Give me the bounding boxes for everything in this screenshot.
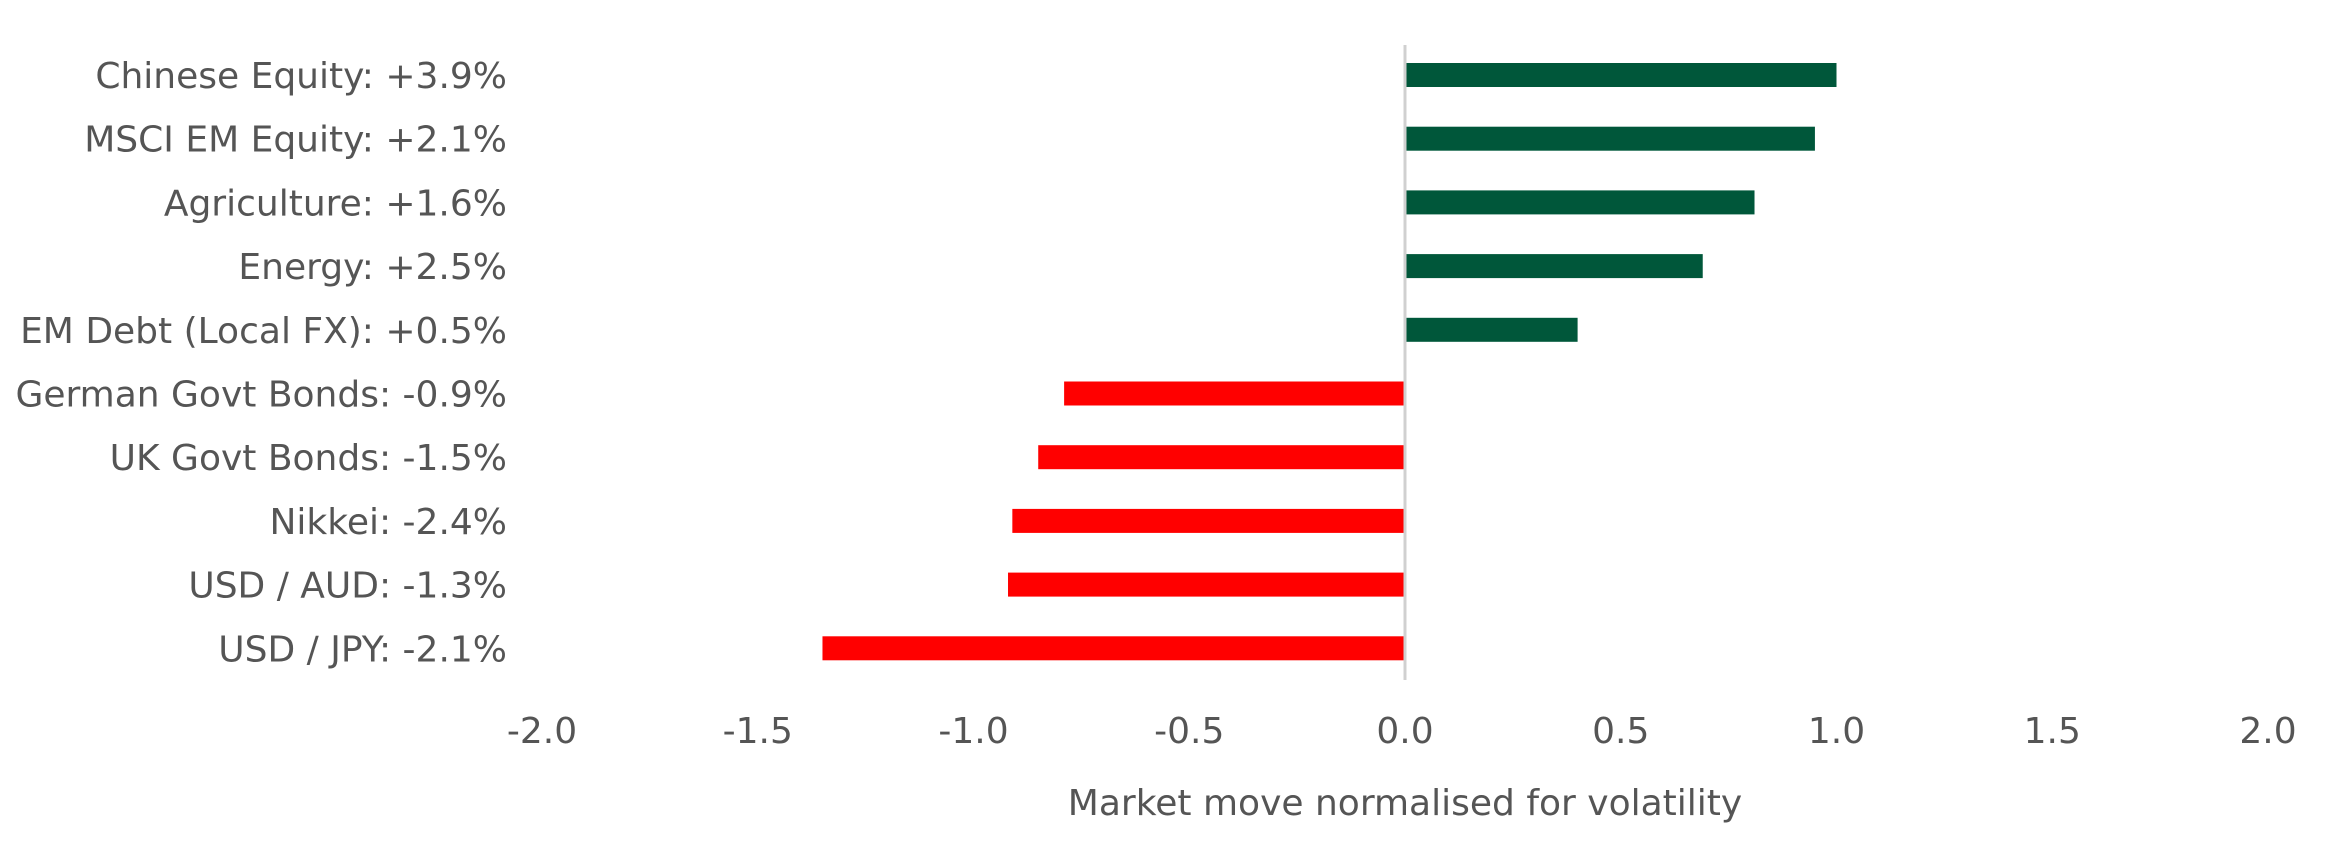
x-tick-label: 1.0 [1808,711,1865,752]
bar-9 [822,636,1405,661]
bar-4 [1405,317,1578,342]
x-tick-label: -0.5 [1154,711,1224,752]
bar-7 [1012,508,1405,533]
bars-layer [822,63,1837,661]
bar-1 [1405,126,1815,151]
category-label: USD / AUD: -1.3% [188,566,507,607]
category-label: Energy: +2.5% [238,247,507,288]
category-labels: Chinese Equity: +3.9% MSCI EM Equity: +2.… [15,56,507,670]
category-label: UK Govt Bonds: -1.5% [110,438,507,479]
category-label: EM Debt (Local FX): +0.5% [20,311,507,352]
bar-0 [1405,63,1837,87]
bar-6 [1038,445,1405,470]
x-tick-label: 0.0 [1376,711,1433,752]
x-tick-label: 2.0 [2239,711,2296,752]
category-label: German Govt Bonds: -0.9% [15,375,507,416]
category-label: Chinese Equity: +3.9% [95,56,507,97]
x-tick-label: 0.5 [1592,711,1649,752]
x-tick-label: -1.0 [938,711,1008,752]
bar-2 [1405,190,1755,215]
bar-8 [1008,572,1405,597]
category-label: USD / JPY: -2.1% [218,629,507,670]
x-tick-labels: -2.0 -1.5 -1.0 -0.5 0.0 0.5 1.0 1.5 2.0 [507,711,2297,752]
x-axis-title: Market move normalised for volatility [1068,783,1742,824]
bar-3 [1405,254,1703,279]
category-label: Agriculture: +1.6% [164,183,507,224]
category-label: Nikkei: -2.4% [269,502,507,543]
x-tick-label: -1.5 [723,711,793,752]
x-tick-label: 1.5 [2024,711,2081,752]
category-label: MSCI EM Equity: +2.1% [84,120,507,161]
x-tick-label: -2.0 [507,711,577,752]
bar-5 [1064,381,1405,406]
